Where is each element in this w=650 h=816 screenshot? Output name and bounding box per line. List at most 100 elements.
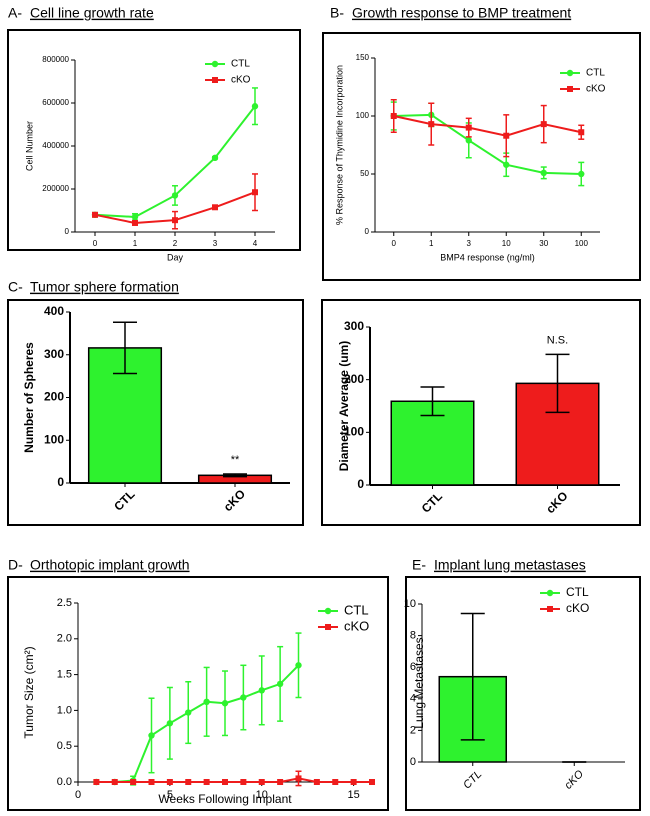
panel-title: Implant lung metastases (434, 557, 586, 573)
panel-title: Tumor sphere formation (30, 279, 179, 295)
legend-marker (212, 77, 218, 83)
y-axis-label: Cell Number (24, 121, 34, 171)
panel-box (7, 29, 301, 251)
legend-label: CTL (586, 68, 605, 79)
data-point (212, 204, 218, 211)
y-tick-label: 0.0 (57, 776, 72, 788)
y-tick-label: 800000 (42, 55, 69, 64)
data-point (578, 129, 585, 136)
data-point (240, 694, 247, 701)
y-tick-label: 600000 (42, 98, 69, 107)
y-tick-label: 4 (410, 693, 416, 705)
data-point (258, 687, 265, 694)
y-tick-label: 10 (404, 598, 416, 610)
legend-label: CTL (231, 59, 250, 70)
x-tick-label: 3 (213, 239, 218, 248)
data-point (251, 103, 259, 110)
legend-marker (325, 624, 331, 630)
data-point (332, 779, 339, 785)
legend-label: cKO (231, 75, 251, 86)
data-point (166, 779, 173, 785)
panel-label: C- (8, 279, 23, 295)
x-tick-label: 0 (93, 239, 98, 248)
legend-marker (324, 607, 332, 615)
x-axis-label: Weeks Following Implant (158, 792, 292, 806)
x-tick-label: 1 (429, 239, 434, 248)
data-point (111, 779, 118, 785)
data-point (166, 720, 174, 727)
panel-box (321, 299, 641, 526)
data-point (185, 709, 192, 716)
y-tick-label: 300 (44, 347, 64, 361)
y-axis-label: Diameter Average (um) (337, 341, 351, 472)
x-tick-label: 15 (348, 789, 360, 801)
annotation: ** (231, 454, 240, 466)
y-tick-label: 0 (365, 227, 370, 236)
x-tick-label: 0 (75, 789, 81, 801)
data-point (93, 779, 100, 785)
legend-label: CTL (344, 602, 369, 617)
panel-box (405, 576, 641, 811)
y-tick-label: 6 (410, 661, 416, 673)
y-tick-label: 200 (344, 372, 364, 386)
panel-label: D- (8, 557, 23, 573)
data-point (465, 124, 472, 131)
y-tick-label: 50 (360, 169, 369, 178)
panel-box (7, 299, 304, 526)
x-tick-label: CTL (419, 489, 445, 515)
x-axis-label: Day (167, 252, 184, 262)
series-line (393, 113, 582, 175)
annotation: N.S. (547, 334, 568, 346)
y-axis-label: Number of Spheres (22, 342, 36, 453)
data-point (390, 113, 397, 119)
data-point (540, 121, 547, 128)
x-tick-label: 10 (256, 789, 268, 801)
panel-label: A- (8, 5, 22, 21)
data-point (185, 779, 192, 785)
data-point (313, 779, 320, 785)
data-point (295, 775, 302, 782)
y-tick-label: 0 (57, 475, 64, 489)
data-point (171, 192, 179, 199)
data-point (221, 700, 229, 707)
data-point (203, 698, 210, 706)
x-axis-label: BMP4 response (ng/ml) (440, 252, 535, 262)
y-axis-label: % Response of Thymidine Incorporation (334, 65, 344, 225)
data-point (240, 779, 247, 785)
data-point (203, 779, 210, 785)
data-point (277, 779, 284, 785)
y-tick-label: 0 (65, 227, 70, 236)
x-tick-label: cKO (543, 489, 570, 516)
data-point (130, 779, 137, 785)
legend-label: CTL (566, 585, 589, 599)
y-axis-label: Tumor Size (cm²) (22, 646, 36, 738)
panel-box (7, 576, 389, 811)
y-tick-label: 200000 (42, 184, 69, 193)
y-tick-label: 100 (356, 111, 370, 120)
data-point (222, 779, 228, 785)
series-line (96, 664, 300, 783)
y-tick-label: 0.5 (57, 740, 72, 752)
y-tick-label: 1.0 (57, 704, 72, 716)
legend-label: cKO (566, 601, 589, 615)
legend-label: cKO (586, 84, 606, 95)
x-tick-label: 5 (167, 789, 173, 801)
data-point (428, 121, 435, 128)
y-tick-label: 2.0 (57, 633, 72, 645)
y-tick-label: 100 (344, 425, 364, 439)
data-point (131, 213, 139, 221)
data-point (148, 732, 155, 739)
y-tick-label: 400 (44, 304, 64, 318)
x-tick-label: cKO (562, 768, 586, 792)
legend-marker (547, 606, 553, 612)
data-point (369, 779, 375, 785)
x-tick-label: 4 (253, 239, 258, 248)
data-point (148, 779, 155, 785)
series-line (393, 115, 582, 137)
series-line (96, 777, 372, 783)
data-point (465, 137, 472, 144)
data-point (503, 132, 510, 139)
data-point (350, 779, 357, 785)
data-point (258, 779, 265, 785)
